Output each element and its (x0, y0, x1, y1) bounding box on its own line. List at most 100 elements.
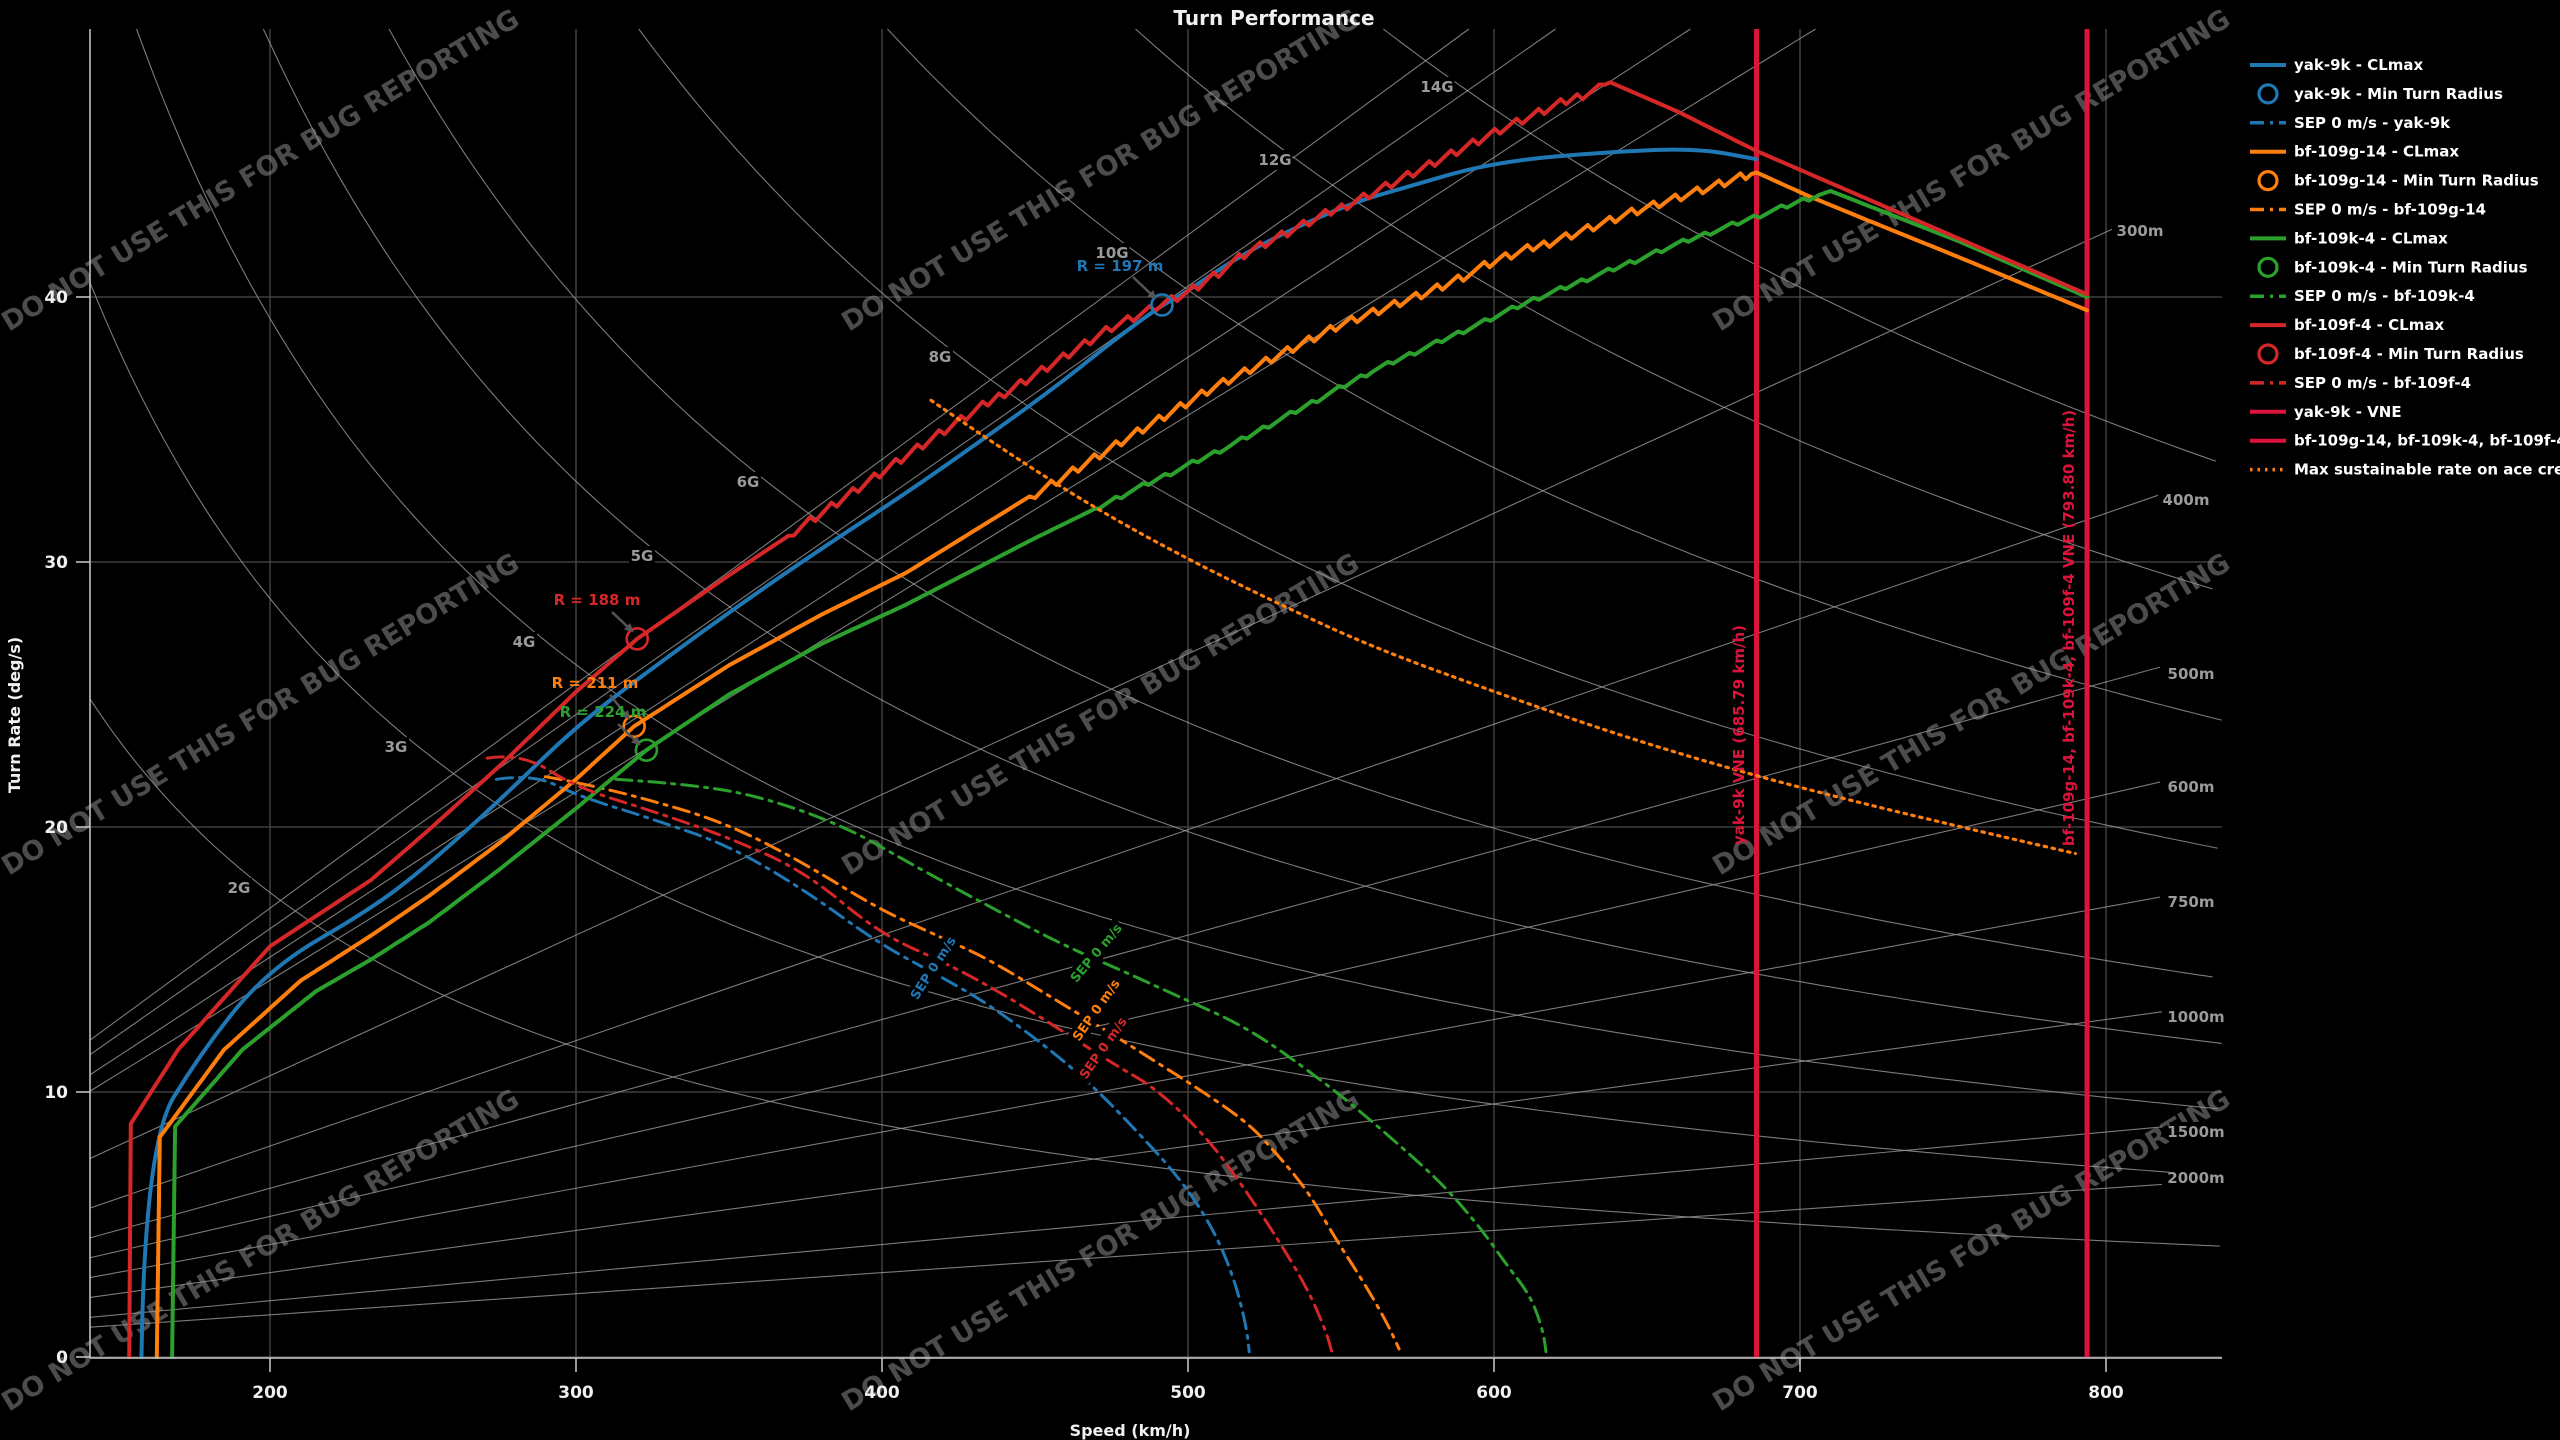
series-bf109f4-sep (485, 755, 1334, 1354)
legend-item-label: bf-109g-14 - Min Turn Radius (2294, 172, 2539, 190)
series-max-sustainable (929, 398, 2077, 856)
series-yak9k-clmax (139, 147, 1759, 1359)
series-bf109k4-clmax (170, 189, 2089, 1359)
min-turn-radius-annotation: R = 211 m (552, 674, 639, 692)
x-tick-label: 800 (2088, 1383, 2124, 1403)
min-turn-radius-marker (625, 627, 650, 651)
radius-label: 1000m (2167, 1008, 2224, 1026)
sep-label-backing (904, 930, 962, 1006)
y-tick-label: 0 (56, 1348, 68, 1368)
g-load-line-4G (135, 28, 2218, 1110)
legend-item-label: SEP 0 m/s - yak-9k (2294, 114, 2451, 132)
annotation-arrow (609, 694, 628, 717)
radius-line-188m (89, 28, 1470, 1041)
legend-item-label: bf-109k-4 - CLmax (2294, 229, 2448, 247)
vne-label: yak-9k VNE (685.79 km/h) (1730, 625, 1748, 845)
x-tick-label: 400 (864, 1383, 900, 1403)
legend-item-label: bf-109k-4 - Min Turn Radius (2294, 258, 2528, 276)
g-load-label: 10G (1095, 244, 1128, 262)
radius-line-1500m (89, 1126, 2163, 1318)
y-tick-label: 40 (44, 288, 68, 308)
legend-item-label: Max sustainable rate on ace crew (7.5G) (2294, 461, 2560, 479)
min-turn-radius-annotation: R = 224 m (560, 703, 647, 721)
g-load-label: 4G (513, 633, 536, 651)
radius-label-backing (2169, 892, 2213, 912)
legend-item-label: SEP 0 m/s - bf-109f-4 (2294, 374, 2471, 392)
radius-label-backing (2164, 490, 2208, 510)
radius-line-197m (89, 28, 1556, 1056)
radius-label: 300m (2117, 222, 2164, 240)
sep-label-backing (1066, 973, 1126, 1047)
g-load-label: 8G (929, 348, 952, 366)
g-load-label: 5G (631, 547, 654, 565)
chart-title: Turn Performance (1173, 6, 1374, 30)
g-load-label: 6G (737, 473, 760, 491)
series-bf109k4-sep (614, 777, 1548, 1354)
radius-label-backing (2169, 664, 2213, 684)
radius-label-backing (2169, 777, 2213, 797)
radius-line-500m (89, 666, 2161, 1239)
min-turn-radius-marker (622, 714, 646, 739)
legend-item-label: SEP 0 m/s - bf-109k-4 (2294, 287, 2475, 305)
radius-label: 600m (2168, 778, 2215, 796)
radius-line-750m (89, 896, 2161, 1279)
y-tick-label: 10 (44, 1083, 68, 1103)
radius-label: 500m (2168, 665, 2215, 683)
g-load-line-8G (638, 28, 2218, 849)
radius-line-224m (89, 28, 1816, 1092)
g-load-line-3G (89, 282, 2220, 1177)
legend-sample-circle (2257, 256, 2279, 278)
legend-item-label: yak-9k - Min Turn Radius (2294, 85, 2503, 103)
g-load-label: 3G (385, 738, 408, 756)
annotation-arrowhead (620, 710, 631, 720)
g-load-label: 2G (228, 879, 251, 897)
min-turn-radius-annotation: R = 197 m (1077, 257, 1164, 275)
g-load-line-6G (388, 28, 2213, 978)
annotation-arrow (1132, 276, 1154, 297)
g-label-backing (1257, 150, 1293, 170)
g-label-backing (927, 347, 953, 367)
min-turn-radius-marker (1150, 293, 1174, 317)
sep-label-backing (1064, 917, 1128, 989)
g-load-label: 14G (1420, 78, 1453, 96)
radius-label-backing (2169, 1168, 2223, 1188)
g-load-line-10G (886, 28, 2222, 721)
annotation-arrow (611, 611, 631, 630)
legend-item-label: bf-109f-4 - CLmax (2294, 316, 2444, 334)
g-label-backing (226, 878, 252, 898)
g-label-backing (1094, 243, 1130, 263)
series-yak9k-sep (494, 776, 1251, 1354)
x-tick-label: 200 (252, 1383, 288, 1403)
radius-label: 2000m (2167, 1169, 2224, 1187)
g-label-backing (735, 472, 761, 492)
x-tick-label: 600 (1476, 1383, 1512, 1403)
legend-sample-circle (2257, 170, 2279, 192)
y-axis-title: Turn Rate (deg/s) (5, 637, 24, 793)
sep-label-backing (1073, 1011, 1133, 1085)
radius-line-1000m (89, 1011, 2163, 1298)
radius-label-backing (2169, 1007, 2223, 1027)
g-load-line-14G (1383, 28, 2216, 462)
y-tick-label: 30 (44, 553, 68, 573)
legend-item-label: yak-9k - VNE (2294, 403, 2402, 421)
min-turn-radius-marker (634, 738, 659, 762)
radius-label-backing (2169, 1122, 2223, 1142)
legend-item-label: bf-109g-14, bf-109k-4, bf-109f-4 - VNE (2294, 432, 2560, 450)
annotation-arrowhead (624, 622, 634, 633)
g-load-line-5G (262, 28, 2222, 1044)
g-label-backing (1419, 77, 1455, 97)
legend-item-label: bf-109g-14 - CLmax (2294, 143, 2459, 161)
radius-label: 1500m (2167, 1123, 2224, 1141)
min-turn-radius-annotation: R = 188 m (554, 591, 641, 609)
radius-line-211m (89, 28, 1691, 1076)
radius-line-300m (89, 228, 2113, 1159)
legend-sample-circle (2257, 343, 2279, 365)
g-label-backing (383, 737, 409, 757)
series-bf109f4-clmax (127, 80, 2089, 1359)
g-label-backing (629, 546, 655, 566)
legend-item-label: yak-9k - CLmax (2294, 56, 2424, 74)
g-load-label: 12G (1258, 151, 1291, 169)
x-tick-label: 300 (558, 1383, 594, 1403)
